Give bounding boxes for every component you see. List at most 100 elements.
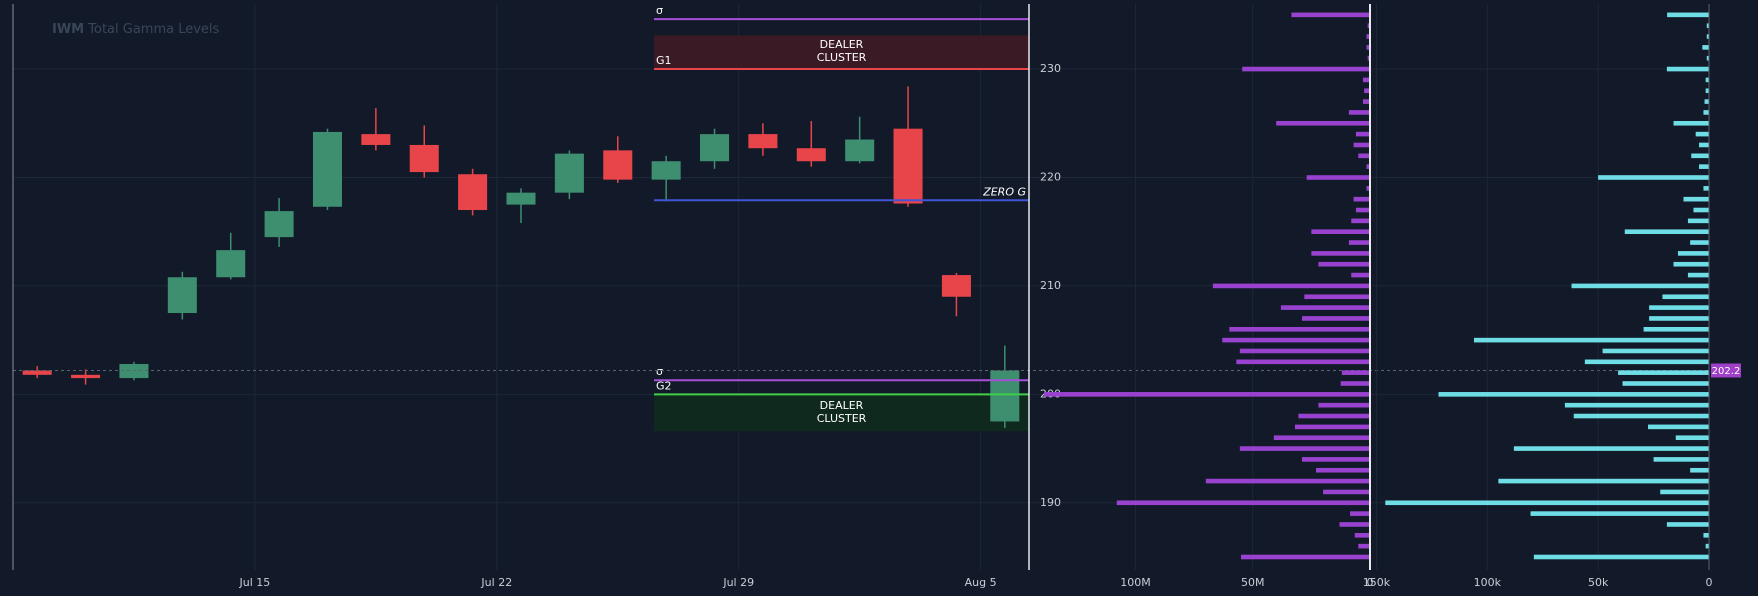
x-tick-label: 0 [1367, 576, 1374, 589]
candle-body [700, 134, 730, 162]
gamma-bar [1351, 272, 1370, 278]
candle-body [119, 363, 149, 379]
dealer-cluster-zone [654, 35, 1029, 70]
gamma-bar [1649, 305, 1709, 310]
gamma-bar [1354, 533, 1370, 538]
gamma-bar [1530, 511, 1709, 516]
gamma-bar [1242, 66, 1370, 72]
gamma-bar [1706, 34, 1709, 39]
gamma-bar [1367, 23, 1370, 28]
candle-body [603, 150, 633, 180]
zone-label: DEALER CLUSTER [816, 398, 867, 425]
candle-body [167, 277, 197, 314]
gamma-bar [1653, 457, 1709, 462]
gamma-bar [1348, 110, 1370, 115]
gamma-bar [1353, 196, 1370, 202]
gamma-bar [1301, 457, 1370, 462]
gamma-bar [1662, 294, 1709, 300]
gamma-level-label: G1 [656, 54, 672, 67]
gamma-bar [1306, 175, 1370, 180]
gamma-bar [1660, 489, 1709, 495]
candle-body [845, 139, 875, 162]
gamma-bar [1044, 392, 1370, 397]
gamma-bar [1301, 316, 1370, 321]
gamma-bar [1643, 326, 1709, 332]
candle-body [71, 374, 101, 379]
gamma-bar [1602, 348, 1709, 354]
gamma-bar [1705, 88, 1709, 94]
zone-label-box: DEALER CLUSTER [816, 398, 867, 425]
y-tick-label: 230 [1040, 62, 1061, 75]
last-price-box [1711, 363, 1741, 378]
gamma-bar [1318, 402, 1370, 408]
gamma-bar [1690, 467, 1709, 473]
gamma-bar [1703, 186, 1709, 191]
gamma-bar [1367, 55, 1370, 61]
gamma-level-label: ZERO G [982, 185, 1026, 198]
gamma-bar [1666, 522, 1709, 527]
candle-body [312, 131, 342, 207]
gamma-bar [1533, 554, 1709, 560]
x-tick-label: Jul 22 [480, 576, 512, 589]
gamma-bar [1311, 251, 1370, 256]
gamma-bar [1236, 359, 1370, 365]
candle-body [941, 275, 971, 297]
gamma-bar [1675, 435, 1709, 441]
candle-body [458, 174, 488, 211]
gamma-bar [1205, 478, 1370, 484]
gamma-bar [1687, 272, 1709, 278]
x-tick-label: 50M [1241, 576, 1265, 589]
x-tick-label: 150k [1363, 576, 1391, 589]
gamma-bar [1703, 533, 1709, 538]
gamma-bar [1316, 467, 1370, 473]
candle-body [651, 161, 681, 180]
gamma-bar [1687, 218, 1709, 224]
gamma-bar [1691, 153, 1709, 159]
candle-body [361, 134, 391, 145]
candle-body [409, 144, 439, 173]
x-tick-label: Jul 29 [722, 576, 754, 589]
gamma-bar [1618, 370, 1709, 375]
gamma-bar [1706, 55, 1709, 61]
gamma-bar [1693, 207, 1709, 213]
gamma-bar [1239, 348, 1370, 354]
gamma-bar [1366, 45, 1370, 50]
gamma-bar [1699, 164, 1709, 169]
gamma-bar [1624, 229, 1709, 235]
y-tick-label: 190 [1040, 496, 1061, 509]
gamma-bar [1116, 500, 1370, 506]
gamma-bar [1241, 554, 1370, 560]
gamma-bar [1358, 153, 1370, 159]
gamma-bar [1366, 34, 1370, 39]
gamma-bar [1362, 99, 1370, 104]
gamma-bar [1355, 131, 1370, 137]
gamma-bar [1318, 261, 1370, 267]
gamma-bar [1341, 370, 1370, 375]
candle-body [893, 128, 923, 204]
zone-label: DEALER CLUSTER [816, 38, 867, 65]
gamma-level-label: σ [656, 4, 663, 17]
x-tick-label: Aug 5 [965, 576, 997, 589]
gamma-bar [1366, 164, 1370, 169]
gamma-bar [1273, 435, 1370, 441]
gamma-bar [1362, 77, 1370, 83]
last-price-label: 202.2 [1712, 366, 1741, 377]
gamma-bar [1683, 196, 1709, 202]
gamma-bar [1648, 424, 1709, 430]
title-text: Total Gamma Levels [87, 22, 219, 37]
gamma-bar [1311, 229, 1370, 235]
gamma-bar [1513, 446, 1709, 451]
gamma-bar [1298, 413, 1370, 419]
x-tick-label: Jul 15 [239, 576, 271, 589]
x-tick-label: 100M [1120, 576, 1151, 589]
gamma-bar [1366, 186, 1370, 191]
gamma-bar [1666, 66, 1709, 72]
gamma-bar [1355, 207, 1370, 213]
gamma-bar [1350, 511, 1370, 516]
candle-body [22, 370, 52, 375]
zone-label-box: DEALER CLUSTER [816, 38, 867, 65]
gamma-bar [1473, 337, 1709, 343]
candle-body [216, 250, 246, 278]
gamma-bar [1706, 23, 1709, 28]
